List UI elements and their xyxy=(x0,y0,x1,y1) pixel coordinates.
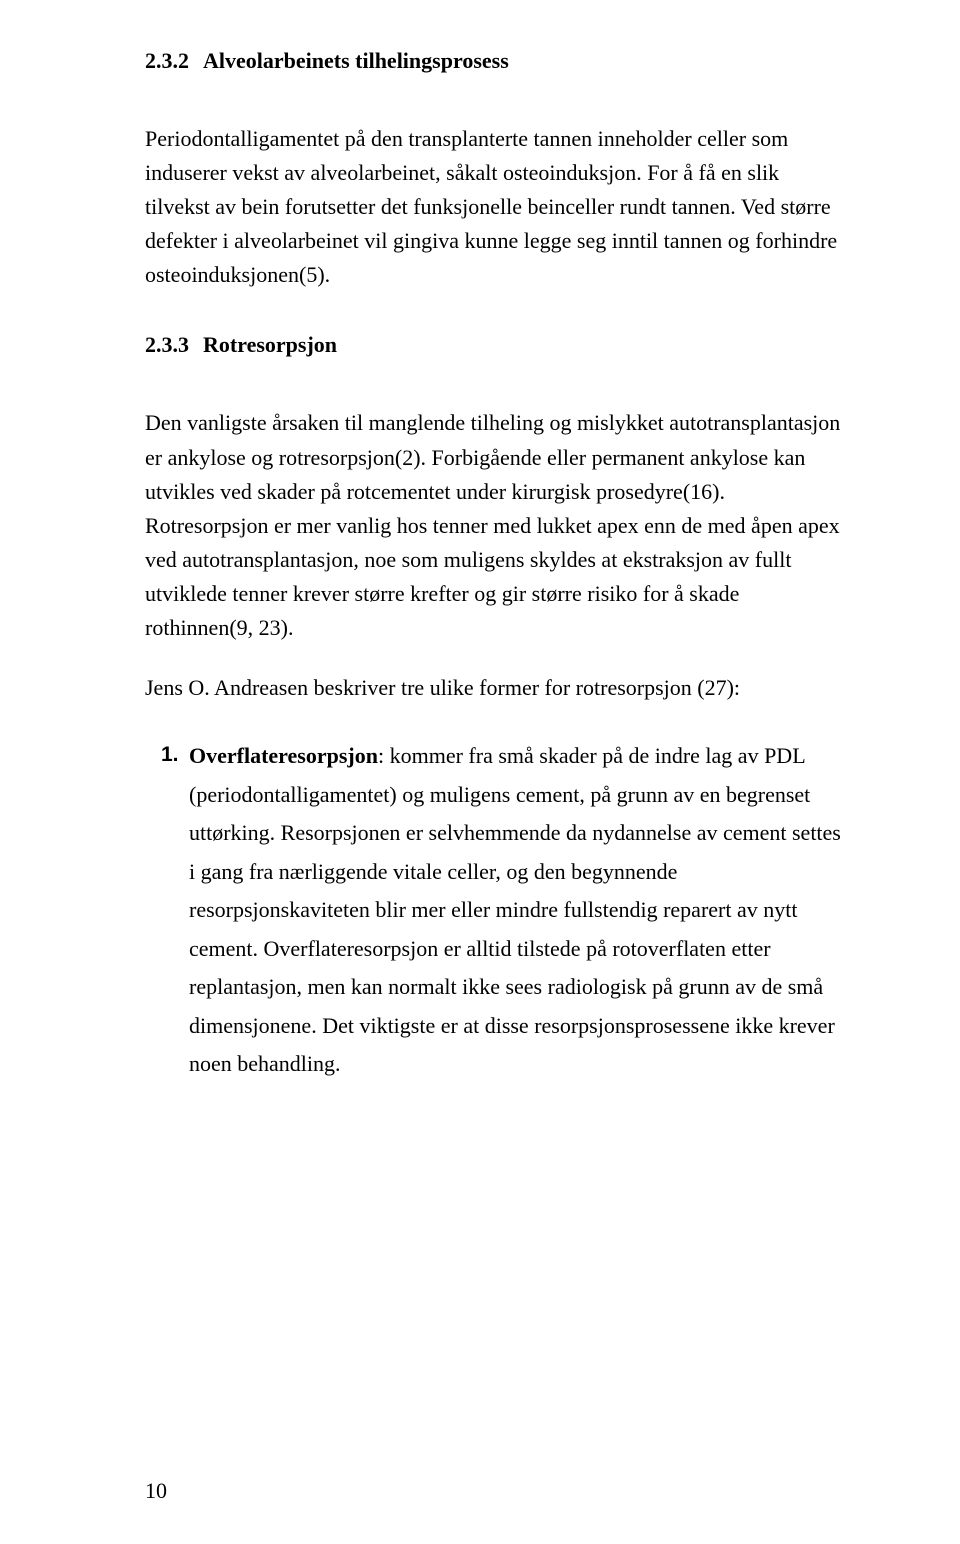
heading-title: Rotresorpsjon xyxy=(203,332,337,358)
heading-2-3-2: 2.3.2 Alveolarbeinets tilhelingsprosess xyxy=(145,48,845,74)
list-item-1: 1. Overflateresorpsjon: kommer fra små s… xyxy=(189,737,845,1084)
list-lead: Overflateresorpsjon xyxy=(189,743,378,768)
heading-number: 2.3.2 xyxy=(145,48,203,74)
heading-2-3-3: 2.3.3 Rotresorpsjon xyxy=(145,332,845,358)
page-number: 10 xyxy=(145,1478,167,1504)
heading-number: 2.3.3 xyxy=(145,332,203,358)
paragraph-233-1: Den vanligste årsaken til manglende tilh… xyxy=(145,406,845,645)
paragraph-233-2: Jens O. Andreasen beskriver tre ulike fo… xyxy=(145,671,845,705)
heading-title: Alveolarbeinets tilhelingsprosess xyxy=(203,48,509,74)
list-marker: 1. xyxy=(161,737,179,774)
list-text: : kommer fra små skader på de indre lag … xyxy=(189,743,841,1076)
paragraph-232: Periodontalligamentet på den transplante… xyxy=(145,122,845,292)
document-page: 2.3.2 Alveolarbeinets tilhelingsprosess … xyxy=(0,0,960,1544)
numbered-list: 1. Overflateresorpsjon: kommer fra små s… xyxy=(145,737,845,1084)
